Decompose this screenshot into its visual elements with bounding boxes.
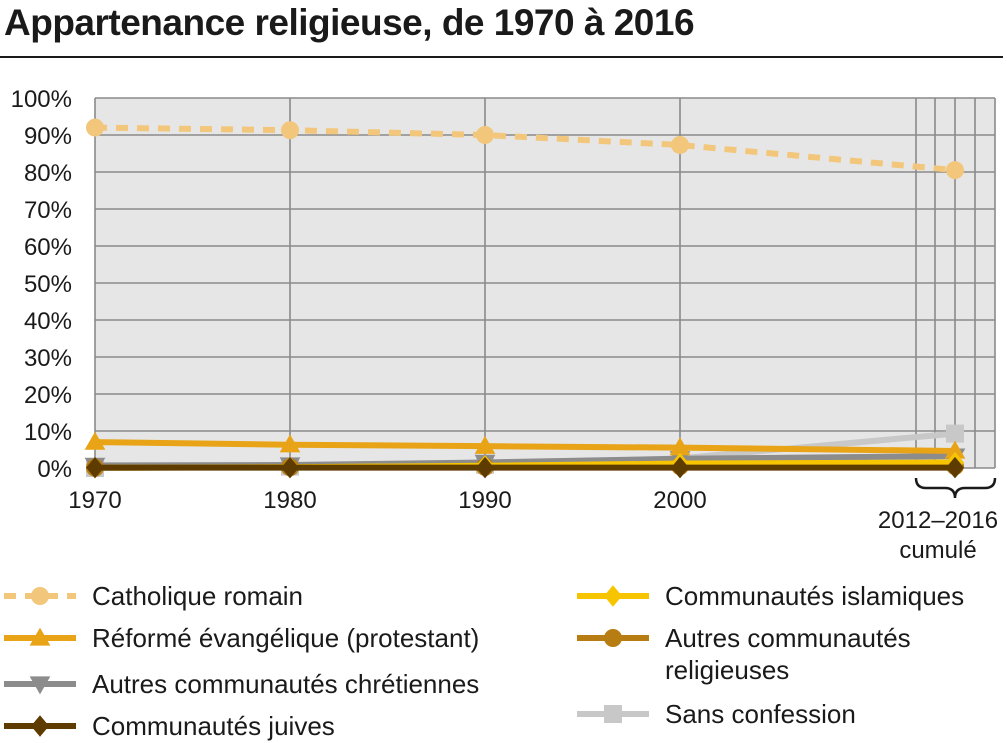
series-communaut-s-juives (86, 456, 964, 479)
data-point (86, 118, 104, 137)
legend-item: Communautés juives (4, 711, 335, 741)
y-tick-label: 40% (24, 308, 72, 335)
legend-label: Catholique romain (92, 581, 303, 611)
y-tick-label: 80% (24, 160, 72, 187)
y-tick-label: 0% (37, 456, 72, 483)
title-divider (0, 56, 1003, 58)
legend-item: Catholique romain (4, 581, 303, 611)
brace-mark (914, 477, 997, 499)
y-tick-label: 10% (24, 419, 72, 446)
series-catholique-romain (86, 118, 964, 180)
data-point (29, 627, 51, 646)
chart-title: Appartenance religieuse, de 1970 à 2016 (4, 2, 695, 43)
x-tick-label: 1990 (458, 487, 511, 514)
legend-label: Autres communautés (665, 623, 911, 653)
y-tick-label: 90% (24, 123, 72, 150)
y-axis-ticks: 0% 10% 20% 30% 40% 50% 60% 70% 80% 90% 100% (11, 86, 72, 483)
data-point (671, 135, 689, 154)
data-point (281, 456, 299, 479)
legend-item: Sans confession (577, 699, 856, 729)
legend-label: religieuses (665, 655, 789, 685)
data-point (31, 587, 49, 605)
data-point (281, 121, 299, 140)
x-annotation-line: cumulé (899, 537, 976, 564)
data-point (84, 431, 106, 450)
x-tick-label: 1970 (68, 487, 121, 514)
data-point (671, 456, 689, 479)
grid-lines (94, 97, 996, 469)
y-tick-label: 100% (11, 86, 72, 113)
x-axis-ticks: 1970 1980 1990 2000 (68, 487, 706, 514)
series-r-form-vang-lique-protestant- (84, 431, 966, 459)
legend-label: Réformé évangélique (protestant) (92, 623, 479, 653)
data-point (604, 585, 622, 607)
data-point (279, 434, 301, 453)
data-point (604, 705, 622, 723)
y-tick-label: 60% (24, 234, 72, 261)
legend: Catholique romain Communautés islamiques R… (4, 581, 964, 741)
legend-label: Autres communautés chrétiennes (92, 669, 479, 699)
data-point (669, 437, 691, 456)
data-point (946, 424, 964, 443)
series-layer (84, 118, 966, 479)
legend-item: Autres communautés chrétiennes (4, 669, 479, 699)
legend-label: Communautés islamiques (665, 581, 964, 611)
x-tick-label: 1980 (263, 487, 316, 514)
data-point (29, 676, 51, 695)
data-point (86, 456, 104, 479)
data-point (476, 126, 494, 144)
legend-label: Sans confession (665, 699, 856, 729)
series-line (94, 124, 956, 174)
y-tick-label: 70% (24, 197, 72, 224)
data-point (474, 435, 496, 454)
data-point (946, 456, 964, 479)
data-point (476, 456, 494, 479)
y-tick-label: 30% (24, 345, 72, 372)
legend-item: Communautés islamiques (577, 581, 964, 611)
y-tick-label: 20% (24, 382, 72, 409)
x-annotation-line: 2012–2016 (878, 507, 998, 534)
x-tick-label: 2000 (653, 487, 706, 514)
data-point (944, 440, 966, 459)
legend-label: Communautés juives (92, 711, 335, 741)
data-point (604, 629, 622, 647)
cumulative-period-brace: 2012–2016 cumulé (878, 477, 998, 564)
data-point (31, 715, 49, 737)
y-tick-label: 50% (24, 271, 72, 298)
legend-item: Réformé évangélique (protestant) (4, 623, 479, 653)
data-point (946, 161, 964, 180)
